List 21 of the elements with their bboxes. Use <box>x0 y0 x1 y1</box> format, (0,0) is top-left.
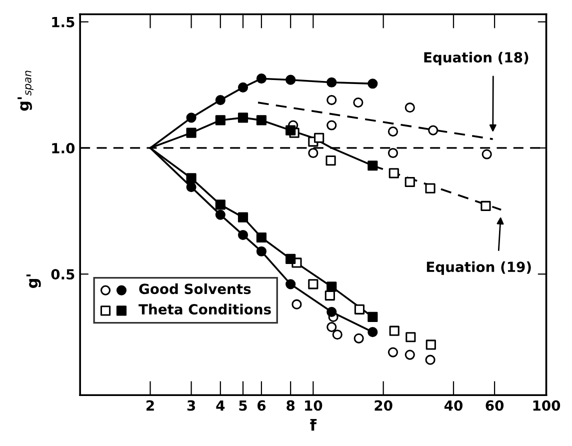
x-tick-label: 20 <box>374 400 392 411</box>
x-axis-title: f̄ <box>310 419 317 431</box>
x-tick-label: 8 <box>286 400 295 411</box>
x-tick-label: 3 <box>187 400 196 411</box>
x-tick-label: 40 <box>444 400 463 411</box>
y-axis-title: g'$_{span}$ <box>18 70 34 111</box>
annotation: Equation (19) <box>426 261 531 275</box>
x-tick-label: 4 <box>216 400 225 411</box>
x-tick-label: 100 <box>533 400 560 411</box>
annotation: Equation (18) <box>424 52 528 66</box>
y-tick-label: 0.5 <box>51 269 74 280</box>
x-tick-label: 60 <box>486 400 504 411</box>
x-tick-label: 2 <box>146 400 154 411</box>
x-tick-label: 6 <box>257 400 266 411</box>
text: g' <box>26 274 41 288</box>
x-tick-label: 10 <box>305 400 322 411</box>
y-tick-label: 1.5 <box>52 16 74 28</box>
y-tick-label: 1.0 <box>52 142 75 154</box>
x-tick-label: 5 <box>239 400 247 411</box>
legend-label: Good Solvents <box>139 283 251 294</box>
legend-label: Theta Conditions <box>138 304 271 315</box>
